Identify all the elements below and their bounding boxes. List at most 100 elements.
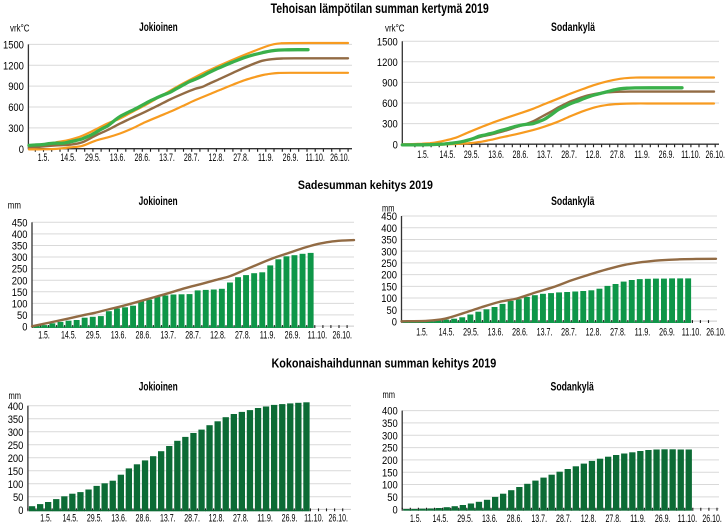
svg-text:11.9.: 11.9. bbox=[258, 152, 274, 164]
svg-text:1200: 1200 bbox=[377, 57, 398, 69]
svg-text:50: 50 bbox=[387, 492, 397, 504]
svg-text:450: 450 bbox=[12, 217, 28, 229]
svg-text:14.5.: 14.5. bbox=[440, 149, 456, 161]
svg-text:50: 50 bbox=[387, 305, 397, 317]
svg-text:26.10.: 26.10. bbox=[702, 513, 722, 524]
svg-text:27.8.: 27.8. bbox=[233, 512, 249, 524]
svg-text:26.9.: 26.9. bbox=[283, 152, 299, 164]
svg-text:28.7.: 28.7. bbox=[185, 329, 201, 341]
svg-text:Jokioinen: Jokioinen bbox=[139, 22, 178, 34]
svg-text:400: 400 bbox=[381, 223, 397, 235]
svg-text:100: 100 bbox=[382, 480, 398, 492]
svg-text:250: 250 bbox=[12, 264, 28, 276]
svg-text:250: 250 bbox=[382, 443, 398, 455]
svg-text:0: 0 bbox=[392, 317, 397, 329]
svg-text:150: 150 bbox=[382, 467, 398, 479]
svg-text:300: 300 bbox=[8, 123, 24, 135]
svg-text:27.8.: 27.8. bbox=[233, 152, 249, 164]
svg-text:11.9.: 11.9. bbox=[634, 149, 650, 161]
svg-text:11.10.: 11.10. bbox=[678, 513, 698, 524]
svg-text:1.5.: 1.5. bbox=[38, 329, 50, 341]
svg-text:1.5.: 1.5. bbox=[416, 327, 428, 339]
svg-text:11.10.: 11.10. bbox=[304, 512, 324, 524]
svg-text:250: 250 bbox=[8, 440, 24, 452]
svg-text:12.8.: 12.8. bbox=[581, 513, 597, 524]
svg-text:14.5.: 14.5. bbox=[433, 513, 449, 524]
svg-text:1500: 1500 bbox=[377, 36, 398, 48]
svg-text:26.9.: 26.9. bbox=[282, 512, 298, 524]
svg-text:100: 100 bbox=[12, 298, 28, 310]
svg-text:14.5.: 14.5. bbox=[60, 152, 76, 164]
svg-text:29.5.: 29.5. bbox=[463, 327, 479, 339]
svg-text:13.6.: 13.6. bbox=[111, 329, 127, 341]
svg-text:Kokonaishaihdunnan summan kehi: Kokonaishaihdunnan summan kehitys 2019 bbox=[271, 355, 496, 370]
svg-text:1.5.: 1.5. bbox=[40, 512, 52, 524]
svg-text:Jokioinen: Jokioinen bbox=[139, 196, 178, 208]
svg-text:27.8.: 27.8. bbox=[610, 149, 626, 161]
svg-text:11.10.: 11.10. bbox=[308, 329, 328, 341]
svg-text:14.5.: 14.5. bbox=[439, 327, 455, 339]
svg-text:27.8.: 27.8. bbox=[610, 327, 626, 339]
svg-text:26.10.: 26.10. bbox=[706, 327, 726, 339]
svg-text:150: 150 bbox=[8, 466, 24, 478]
svg-text:1200: 1200 bbox=[3, 60, 24, 72]
svg-text:0: 0 bbox=[19, 144, 24, 156]
svg-text:vrk°C: vrk°C bbox=[10, 23, 30, 35]
svg-text:14.5.: 14.5. bbox=[62, 512, 78, 524]
svg-text:27.8.: 27.8. bbox=[605, 513, 621, 524]
svg-text:Jokioinen: Jokioinen bbox=[139, 381, 178, 393]
svg-text:13.7.: 13.7. bbox=[537, 149, 553, 161]
svg-text:28.6.: 28.6. bbox=[507, 513, 523, 524]
svg-text:26.9.: 26.9. bbox=[659, 327, 675, 339]
svg-text:300: 300 bbox=[8, 427, 24, 439]
svg-text:mm: mm bbox=[383, 389, 396, 401]
svg-text:26.10.: 26.10. bbox=[328, 512, 348, 524]
svg-text:11.9.: 11.9. bbox=[257, 512, 273, 524]
svg-text:26.10.: 26.10. bbox=[332, 329, 352, 341]
svg-text:11.10.: 11.10. bbox=[681, 149, 701, 161]
svg-text:900: 900 bbox=[382, 78, 398, 90]
svg-text:13.6.: 13.6. bbox=[482, 513, 498, 524]
svg-text:11.10.: 11.10. bbox=[682, 327, 702, 339]
svg-text:1.5.: 1.5. bbox=[417, 149, 429, 161]
svg-text:27.8.: 27.8. bbox=[235, 329, 251, 341]
svg-text:26.9.: 26.9. bbox=[659, 149, 675, 161]
svg-text:13.6.: 13.6. bbox=[111, 512, 127, 524]
svg-text:11.9.: 11.9. bbox=[630, 513, 646, 524]
svg-text:13.7.: 13.7. bbox=[160, 329, 176, 341]
svg-text:100: 100 bbox=[8, 479, 24, 491]
svg-text:13.6.: 13.6. bbox=[110, 152, 126, 164]
svg-text:450: 450 bbox=[381, 211, 397, 223]
svg-text:0: 0 bbox=[393, 139, 398, 151]
svg-text:200: 200 bbox=[381, 270, 397, 282]
svg-text:600: 600 bbox=[382, 98, 398, 110]
svg-text:26.10.: 26.10. bbox=[330, 152, 350, 164]
svg-text:Tehoisan lämpötilan summan ker: Tehoisan lämpötilan summan kertymä 2019 bbox=[271, 1, 489, 16]
svg-text:13.7.: 13.7. bbox=[537, 327, 553, 339]
svg-text:400: 400 bbox=[12, 229, 28, 241]
svg-text:1500: 1500 bbox=[3, 40, 24, 52]
svg-text:100: 100 bbox=[381, 293, 397, 305]
svg-text:13.6.: 13.6. bbox=[488, 149, 504, 161]
svg-text:900: 900 bbox=[8, 81, 24, 93]
svg-text:11.10.: 11.10. bbox=[305, 152, 325, 164]
svg-text:Sadesumman kehitys 2019: Sadesumman kehitys 2019 bbox=[298, 178, 433, 192]
svg-text:28.7.: 28.7. bbox=[184, 152, 200, 164]
svg-text:1.5.: 1.5. bbox=[38, 152, 50, 164]
svg-text:350: 350 bbox=[12, 241, 28, 253]
svg-text:13.7.: 13.7. bbox=[159, 152, 175, 164]
svg-text:50: 50 bbox=[17, 310, 27, 322]
svg-text:26.9.: 26.9. bbox=[655, 513, 671, 524]
svg-text:mm: mm bbox=[382, 202, 395, 214]
svg-text:400: 400 bbox=[382, 406, 398, 418]
svg-text:29.5.: 29.5. bbox=[457, 513, 473, 524]
svg-text:12.8.: 12.8. bbox=[210, 329, 226, 341]
svg-text:150: 150 bbox=[381, 281, 397, 293]
svg-text:28.6.: 28.6. bbox=[512, 327, 528, 339]
svg-text:mm: mm bbox=[8, 200, 21, 212]
svg-text:Sodankylä: Sodankylä bbox=[551, 196, 595, 208]
svg-text:0: 0 bbox=[18, 505, 23, 517]
svg-text:300: 300 bbox=[12, 252, 28, 264]
svg-text:50: 50 bbox=[13, 492, 23, 504]
svg-text:14.5.: 14.5. bbox=[61, 329, 77, 341]
